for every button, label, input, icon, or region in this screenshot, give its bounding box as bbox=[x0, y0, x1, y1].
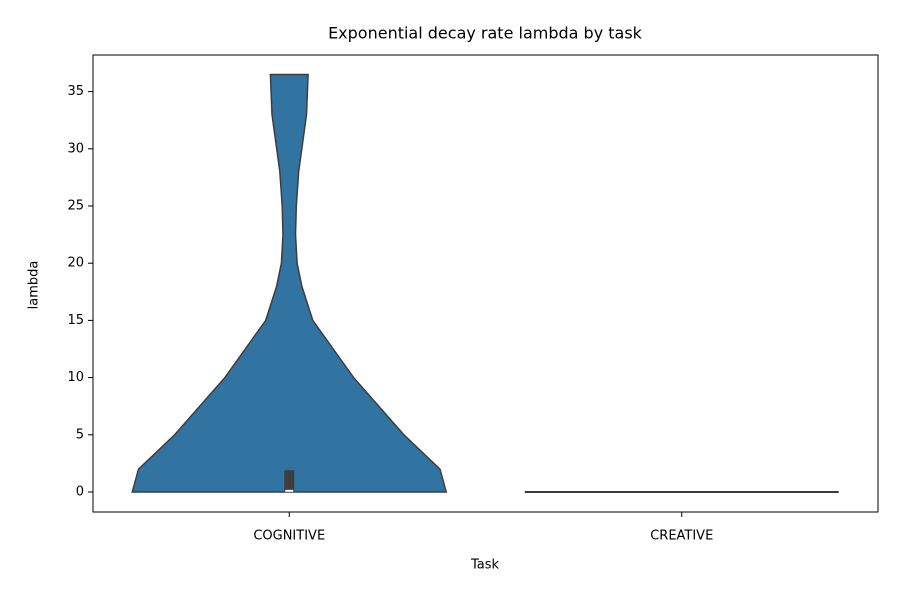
y-tick-label: 35 bbox=[67, 84, 84, 99]
y-axis-label: lambda bbox=[27, 261, 42, 310]
y-tick-label: 5 bbox=[76, 427, 84, 442]
chart-title: Exponential decay rate lambda by task bbox=[328, 24, 643, 43]
violin bbox=[131, 73, 448, 493]
x-tick-label: COGNITIVE bbox=[253, 529, 325, 544]
y-tick-label: 25 bbox=[67, 198, 84, 213]
y-tick-label: 0 bbox=[76, 484, 84, 499]
plot-frame bbox=[92, 54, 879, 513]
y-tick-label: 30 bbox=[67, 141, 84, 156]
y-tick-label: 15 bbox=[67, 313, 84, 328]
y-tick-label: 20 bbox=[67, 256, 84, 271]
x-tick-label: CREATIVE bbox=[650, 529, 713, 544]
x-axis-label: Task bbox=[470, 558, 500, 573]
box-iqr bbox=[284, 470, 295, 492]
y-tick-label: 10 bbox=[67, 370, 84, 385]
